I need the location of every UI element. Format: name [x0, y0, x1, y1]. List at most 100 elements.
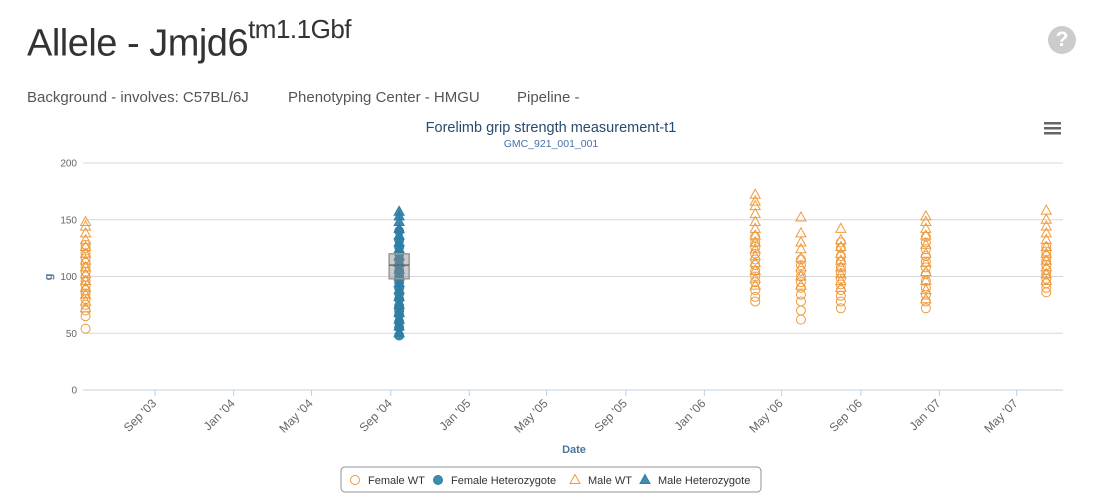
y-tick-label: 50	[66, 329, 78, 340]
male-heterozygote-point	[393, 290, 405, 301]
male-wt-point	[1040, 260, 1053, 272]
male-heterozygote-point	[393, 249, 405, 261]
help-icon[interactable]: ?	[1048, 26, 1076, 54]
x-tick-label: Jan '04	[201, 396, 238, 433]
male-wt-point	[749, 272, 762, 283]
male-wt-point	[795, 242, 807, 254]
female-wt-point	[795, 314, 806, 325]
male-wt-point	[79, 294, 92, 306]
x-tick-label: Sep '06	[827, 396, 866, 435]
male-wt-point	[795, 279, 807, 290]
x-tick-label: May '05	[511, 396, 551, 436]
male-wt-point	[1040, 267, 1053, 279]
female-wt-point	[750, 285, 761, 296]
male-wt-point	[835, 281, 847, 292]
male-heterozygote-point	[393, 256, 405, 267]
male-wt-point	[1040, 220, 1053, 231]
male-wt-point	[749, 242, 762, 254]
female-wt-point	[920, 262, 931, 273]
male-wt-point	[1040, 233, 1053, 245]
male-wt-point	[795, 260, 807, 272]
male-wt-point	[1040, 226, 1053, 238]
page-title: Allele - Jmjd6tm1.1Gbf	[27, 14, 352, 66]
x-tick-label: May '07	[981, 396, 1021, 436]
male-wt-point	[920, 229, 932, 240]
male-wt-point	[749, 235, 762, 247]
male-wt-point	[795, 235, 807, 247]
male-wt-point	[79, 281, 92, 292]
female-wt-point	[835, 296, 846, 307]
male-heterozygote-point	[393, 235, 405, 247]
male-wt-point	[795, 269, 807, 281]
male-wt-point	[79, 215, 92, 227]
x-tick-label: Sep '04	[356, 396, 395, 435]
female-wt-point	[795, 296, 806, 307]
chart-subtitle: GMC_921_001_001	[504, 138, 599, 150]
y-tick-label: 200	[60, 159, 77, 170]
female-wt-point	[795, 277, 806, 288]
male-wt-point	[1040, 247, 1053, 258]
male-wt-point	[749, 279, 762, 290]
legend-marker-female-heterozygote	[433, 475, 443, 485]
male-wt-point	[835, 247, 847, 258]
y-tick-label: 100	[60, 272, 77, 283]
chart-title: Forelimb grip strength measurement-t1	[426, 120, 677, 136]
male-wt-point	[79, 254, 92, 265]
male-wt-point	[1040, 254, 1053, 265]
female-wt-point	[920, 244, 931, 255]
female-wt-point	[750, 291, 761, 302]
male-wt-point	[835, 254, 847, 265]
male-wt-point	[79, 274, 92, 286]
legend: Female WT Female Heterozygote Male WT Male …	[340, 466, 762, 493]
male-heterozygote-point	[393, 242, 405, 254]
female-wt-point	[795, 254, 806, 265]
female-wt-point	[920, 303, 931, 314]
legend-item-female-wt: Female WT	[368, 475, 425, 487]
pipeline-info: Pipeline -	[517, 89, 580, 106]
male-wt-point	[79, 240, 92, 251]
female-wt-point	[795, 305, 806, 316]
male-wt-point	[920, 283, 932, 295]
male-wt-point	[79, 301, 92, 313]
male-heterozygote-point	[393, 263, 405, 274]
male-wt-point	[920, 247, 932, 258]
background-info: Background - involves: C57BL/6J	[27, 89, 249, 106]
x-axis: Sep '03 Jan '04 May '04 Sep '04 Jan '05 May '…	[121, 390, 1021, 436]
female-wt-point	[795, 289, 806, 300]
male-wt-point	[795, 226, 807, 238]
male-wt-point	[920, 292, 932, 304]
male-heterozygote-point	[393, 283, 405, 295]
x-tick-label: Jan '06	[671, 396, 708, 433]
data-points	[79, 188, 1053, 341]
male-wt-point	[835, 267, 847, 279]
male-wt-point	[749, 264, 762, 275]
male-wt-point	[749, 188, 762, 199]
male-wt-point	[749, 215, 762, 227]
male-wt-point	[79, 233, 92, 245]
female-wt-point	[920, 289, 931, 300]
male-wt-point	[749, 222, 762, 233]
x-tick-label: May '04	[276, 396, 316, 436]
male-wt-point	[795, 210, 807, 222]
male-wt-point	[1040, 274, 1053, 286]
boxplot-box	[388, 253, 410, 280]
male-wt-point	[920, 256, 932, 267]
male-wt-point	[920, 274, 932, 286]
female-wt-point	[80, 323, 91, 334]
x-tick-label: Sep '03	[121, 396, 160, 435]
male-wt-point	[835, 222, 847, 233]
male-heterozygote-point	[393, 222, 405, 233]
male-wt-point	[79, 226, 92, 238]
male-wt-point	[79, 288, 92, 299]
male-heterozygote-point	[393, 313, 405, 324]
hamburger-menu-icon[interactable]	[1044, 122, 1061, 135]
male-wt-point	[920, 238, 932, 249]
male-wt-point	[1040, 213, 1053, 224]
y-axis-ticks: 0 50 100 150 200	[60, 159, 77, 397]
female-wt-point	[795, 260, 806, 271]
male-wt-point	[835, 274, 847, 286]
title-main: Allele - Jmjd6	[27, 22, 249, 65]
female-wt-point	[920, 237, 931, 248]
male-wt-point	[749, 249, 762, 261]
